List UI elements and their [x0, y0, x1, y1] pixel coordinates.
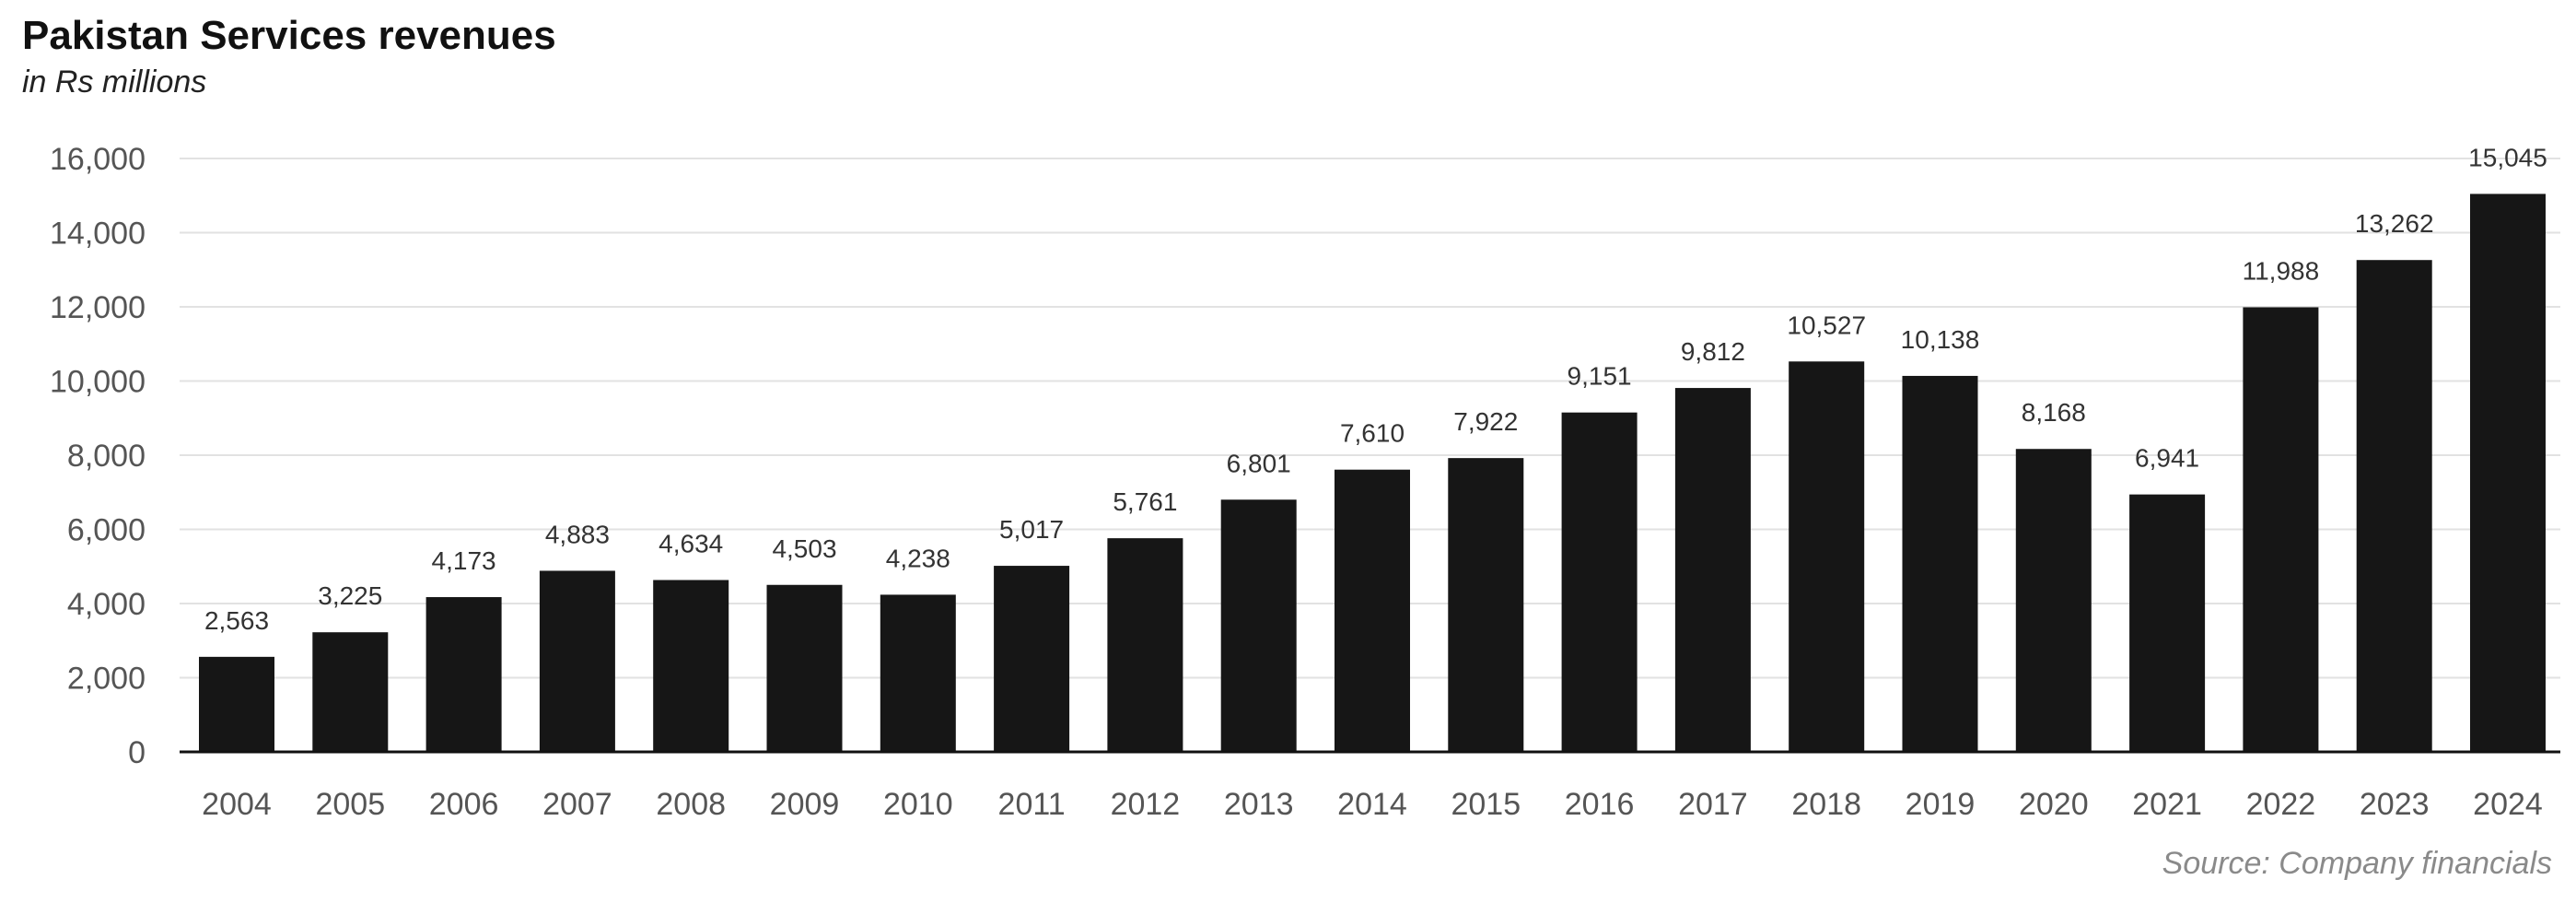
bar: [2129, 494, 2206, 752]
x-tick-label: 2011: [998, 787, 1066, 822]
data-label: 15,045: [2468, 143, 2547, 171]
y-tick-label: 2,000: [67, 662, 146, 697]
data-label: 10,527: [1787, 311, 1866, 339]
data-label: 4,503: [772, 534, 836, 563]
bar: [425, 597, 502, 752]
data-label: 8,168: [2022, 398, 2086, 427]
chart-subtitle: in Rs millions: [22, 64, 207, 100]
x-tick-label: 2022: [2246, 787, 2316, 822]
data-label: 6,801: [1227, 449, 1291, 477]
data-label: 11,988: [2243, 256, 2320, 285]
y-tick-label: 14,000: [50, 217, 146, 252]
x-tick-label: 2024: [2473, 787, 2543, 822]
data-label: 6,941: [2135, 444, 2199, 473]
bar: [1448, 458, 1524, 752]
bar: [1561, 412, 1638, 752]
bar: [1789, 361, 1865, 752]
x-tick-label: 2005: [315, 787, 385, 822]
bar: [653, 580, 729, 752]
data-label: 10,138: [1901, 325, 1980, 354]
bar: [1902, 375, 1978, 752]
bar: [539, 570, 615, 752]
bar: [1107, 538, 1183, 752]
data-label: 4,173: [432, 546, 496, 575]
bar: [1220, 499, 1297, 752]
chart-title: Pakistan Services revenues: [22, 13, 556, 58]
data-label: 3,225: [318, 581, 382, 610]
x-tick-label: 2023: [2360, 787, 2430, 822]
data-label: 5,761: [1113, 487, 1177, 516]
y-tick-label: 12,000: [50, 290, 146, 325]
data-label: 4,883: [545, 520, 610, 548]
x-tick-label: 2021: [2132, 787, 2202, 822]
bar: [2470, 194, 2546, 753]
data-label: 4,634: [659, 529, 723, 557]
x-tick-label: 2008: [656, 787, 726, 822]
bar: [312, 632, 389, 752]
source-note: Source: Company financials: [2162, 846, 2552, 881]
x-tick-label: 2016: [1565, 787, 1635, 822]
x-tick-label: 2006: [429, 787, 499, 822]
y-tick-label: 4,000: [67, 587, 146, 622]
bar: [1674, 388, 1751, 752]
bar: [199, 656, 274, 752]
bar: [994, 566, 1070, 752]
x-tick-label: 2020: [2019, 787, 2089, 822]
y-tick-label: 6,000: [67, 513, 146, 548]
x-tick-label: 2007: [542, 787, 612, 822]
bar: [1335, 469, 1410, 752]
bar: [2243, 307, 2319, 752]
y-tick-label: 8,000: [67, 439, 146, 474]
y-tick-label: 0: [128, 735, 146, 770]
x-tick-label: 2017: [1678, 787, 1748, 822]
data-label: 7,610: [1340, 419, 1405, 448]
x-tick-label: 2004: [202, 787, 272, 822]
bar: [2015, 449, 2092, 752]
x-tick-label: 2012: [1111, 787, 1181, 822]
x-tick-label: 2019: [1906, 787, 1976, 822]
bar: [766, 584, 843, 752]
y-tick-label: 10,000: [50, 365, 146, 400]
data-label: 7,922: [1453, 407, 1518, 436]
data-label: 2,563: [204, 606, 269, 635]
bar: [880, 594, 956, 752]
data-label: 13,262: [2355, 209, 2434, 238]
data-label: 9,151: [1568, 362, 1632, 391]
y-tick-label: 16,000: [50, 142, 146, 177]
bar: [2356, 260, 2432, 753]
x-tick-label: 2009: [770, 787, 840, 822]
x-tick-label: 2014: [1337, 787, 1407, 822]
data-label: 9,812: [1681, 337, 1745, 366]
x-tick-label: 2015: [1451, 787, 1521, 822]
x-tick-label: 2013: [1224, 787, 1294, 822]
data-label: 5,017: [999, 515, 1064, 544]
x-tick-label: 2018: [1791, 787, 1861, 822]
x-tick-label: 2010: [883, 787, 953, 822]
data-label: 4,238: [886, 544, 950, 572]
